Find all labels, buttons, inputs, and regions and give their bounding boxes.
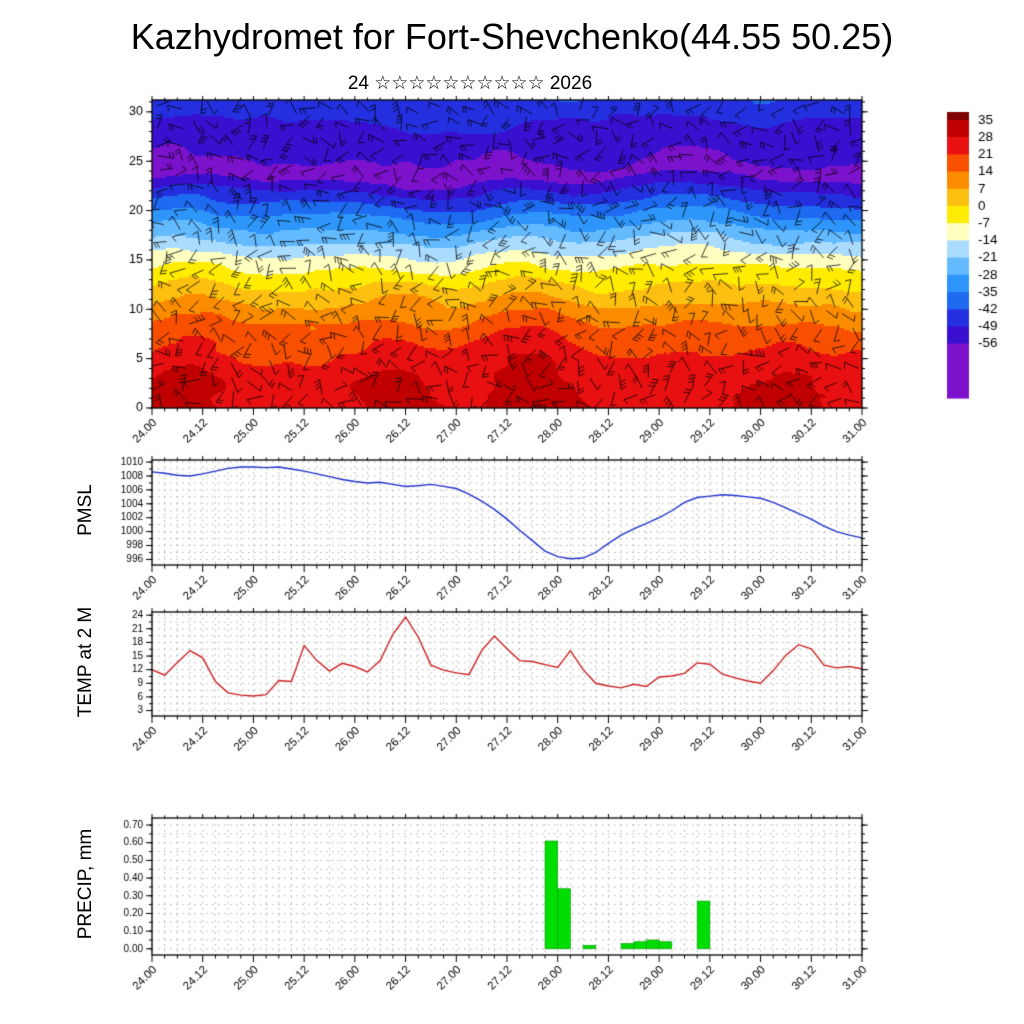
page-title: Kazhydromet for Fort-Shevchenko(44.55 50… [130, 16, 894, 57]
precip-axis-label: PRECIP, mm [75, 828, 96, 940]
pmsl-chart [100, 452, 910, 604]
temp-axis-label: TEMP at 2 M [75, 606, 96, 718]
temperature-cross-section-chart [95, 90, 910, 458]
temp-2m-chart [100, 604, 910, 760]
temperature-colorbar [935, 100, 1023, 410]
precip-chart [100, 810, 910, 1010]
chart-subtitle-date: 24 ☆☆☆☆☆☆☆☆☆☆ 2026 [347, 73, 593, 94]
